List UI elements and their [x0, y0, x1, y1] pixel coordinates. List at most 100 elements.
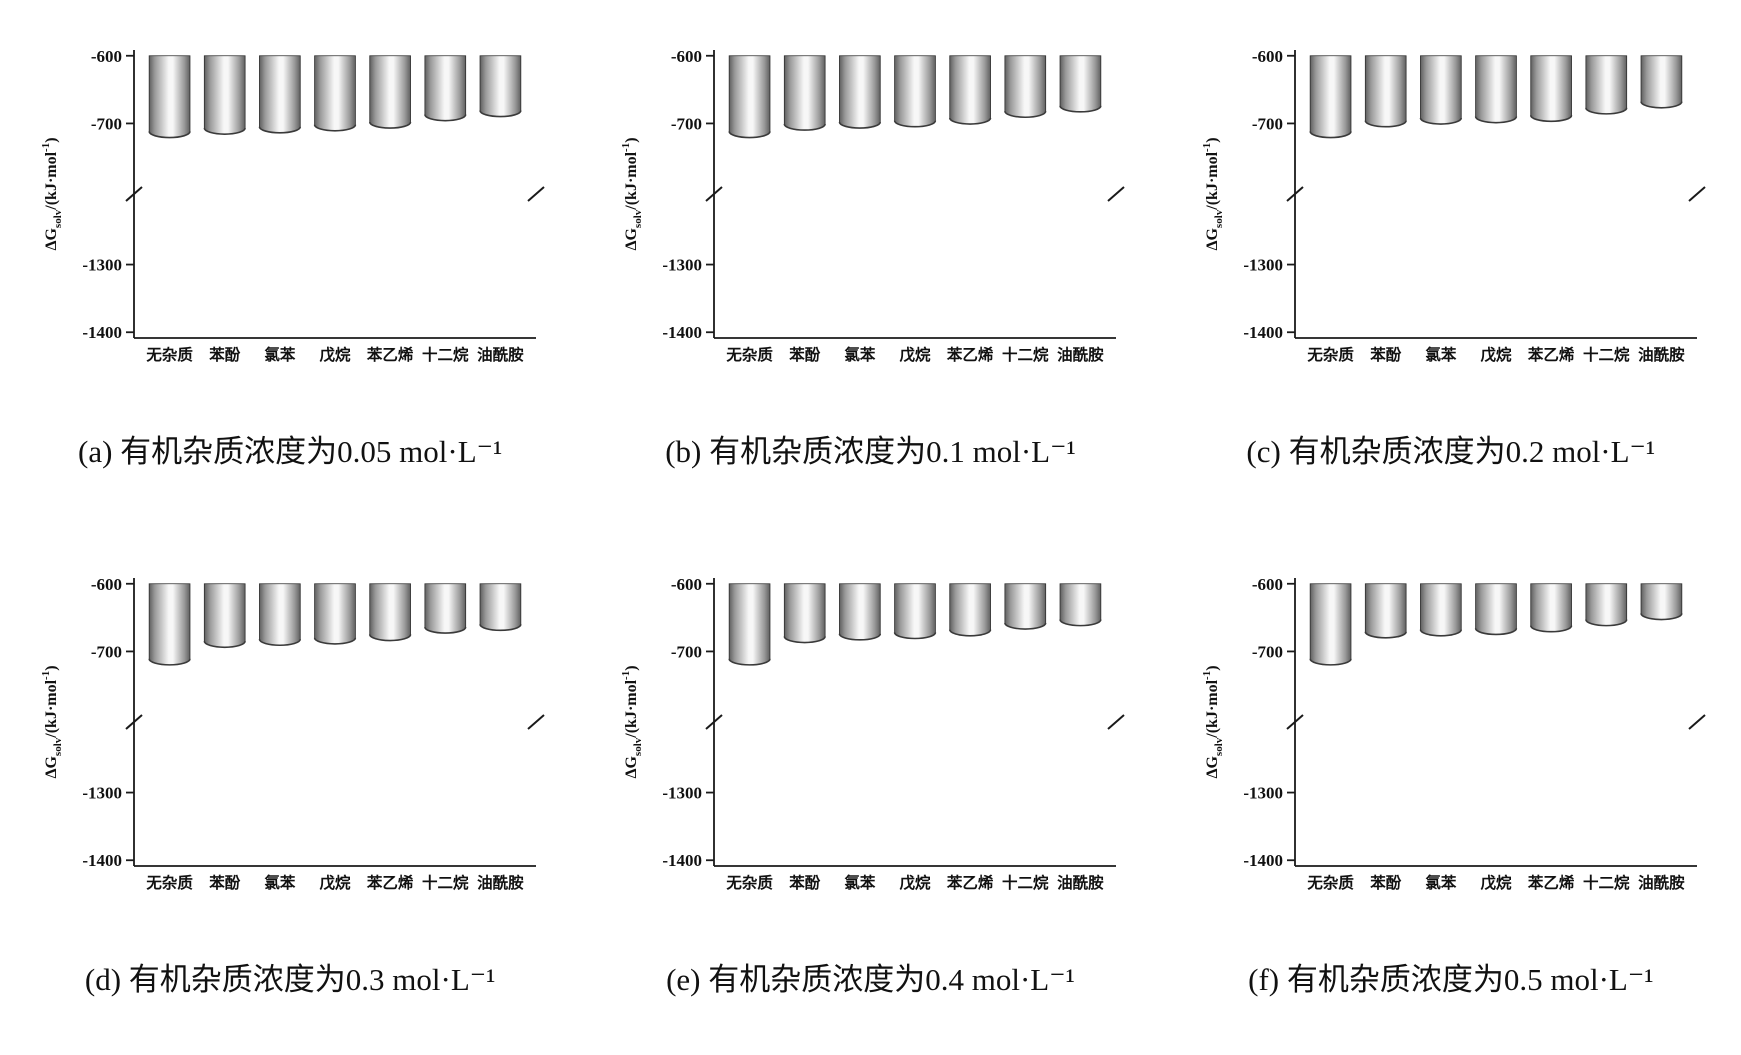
bar-body	[784, 582, 827, 643]
bar-bottom-rim	[728, 131, 772, 139]
bar-body	[1419, 55, 1462, 125]
caption-e: (e) 有机杂质浓度为0.4 mol·L⁻¹	[666, 961, 1075, 997]
x-category-label: 无杂质	[726, 345, 774, 364]
bar-十二烷	[424, 55, 467, 122]
x-category-label: 氯苯	[845, 873, 877, 892]
bar-bottom-rim	[369, 633, 412, 641]
bar-戊烷	[313, 582, 357, 645]
x-category-label: 戊烷	[900, 345, 932, 364]
bar-body	[949, 55, 992, 125]
bar-油酰胺	[1059, 55, 1103, 113]
bar-bottom-rim	[1529, 625, 1573, 633]
chart-panel-e: -600 -700 -1300 -1400 无杂质 苯酚 氯苯 戊烷 苯乙烯 十二烷 油酰胺 ΔGso…	[580, 528, 1160, 1055]
bar-bottom-rim	[1004, 622, 1047, 630]
bar-戊烷	[894, 582, 937, 639]
bar-苯酚	[783, 55, 827, 131]
axis-break-right	[1107, 713, 1126, 730]
caption-f: (f) 有机杂质浓度为0.5 mol·L⁻¹	[1248, 961, 1654, 997]
axis-break-right	[1107, 186, 1126, 202]
axis-break-left	[1286, 713, 1304, 730]
bar-苯酚	[203, 55, 247, 135]
bar-chart-b: -600 -700 -1300 -1400 无杂质 苯酚 氯苯 戊烷 苯乙烯 十二烷 油酰胺 ΔGso…	[620, 47, 1126, 364]
x-category-label: 十二烷	[1583, 345, 1630, 364]
bar-十二烷	[1584, 582, 1628, 626]
bar-bottom-rim	[148, 131, 191, 139]
x-category-label: 油酰胺	[1058, 345, 1105, 364]
bar-bottom-rim	[728, 658, 772, 666]
x-category-label: 戊烷	[1480, 873, 1512, 892]
bar-body	[204, 582, 246, 648]
bar-bottom-rim	[894, 120, 937, 128]
bar-bottom-rim	[479, 110, 522, 118]
bar-bottom-rim	[1419, 117, 1462, 125]
bar-body	[1585, 55, 1627, 115]
bar-chart-c: -600 -700 -1300 -1400 无杂质 苯酚 氯苯 戊烷 苯乙烯 十二烷 油酰胺 ΔGso…	[1201, 47, 1706, 364]
y-tick-label: -600	[91, 47, 122, 66]
bar-chart-f: -600 -700 -1300 -1400 无杂质 苯酚 氯苯 戊烷 苯乙烯 十二烷 油酰胺 ΔGso…	[1201, 574, 1706, 892]
x-category-label: 苯乙烯	[366, 873, 414, 892]
bar-bottom-rim	[839, 633, 882, 641]
bar-氯苯	[1419, 55, 1462, 125]
x-category-label: 苯酚	[208, 873, 241, 892]
bar-无杂质	[1309, 55, 1352, 139]
chart-panel-a: -600 -700 -1300 -1400 无杂质 苯酚 氯苯 戊烷 苯乙烯 十二烷 油酰胺 ΔGso…	[0, 0, 580, 528]
bar-苯酚	[1364, 582, 1407, 639]
x-category-label: 戊烷	[1480, 345, 1512, 364]
bar-bottom-rim	[839, 121, 882, 129]
bar-苯乙烯	[369, 55, 412, 129]
bar-氯苯	[258, 582, 302, 646]
chart-panel-d: -600 -700 -1300 -1400 无杂质 苯酚 氯苯 戊烷 苯乙烯 十二烷 油酰胺 ΔGso…	[0, 528, 580, 1055]
bar-body	[839, 582, 882, 640]
bar-油酰胺	[479, 582, 522, 631]
x-category-label: 无杂质	[145, 873, 193, 892]
bar-bottom-rim	[783, 123, 827, 131]
bar-bottom-rim	[258, 638, 302, 646]
bar-bottom-rim	[1474, 116, 1518, 124]
bar-body	[1060, 55, 1102, 113]
bar-bottom-rim	[1419, 629, 1462, 637]
axis-break-right	[1688, 713, 1706, 730]
bar-bottom-rim	[1584, 618, 1628, 626]
bar-bottom-rim	[1529, 115, 1573, 123]
bar-body	[259, 55, 301, 134]
y-tick-label: -1400	[663, 323, 703, 342]
y-tick-label: -700	[91, 642, 122, 661]
bar-body	[894, 55, 937, 128]
bar-bottom-rim	[203, 640, 247, 648]
bar-body	[1309, 55, 1352, 138]
bar-bottom-rim	[1309, 131, 1352, 139]
caption-a: (a) 有机杂质浓度为0.05 mol·L⁻¹	[78, 434, 503, 469]
bar-body	[1530, 582, 1572, 632]
bar-bottom-rim	[424, 626, 467, 634]
bar-油酰胺	[1640, 55, 1683, 109]
bar-无杂质	[1309, 582, 1352, 666]
y-axis-label: ΔGsolv/(kJ·mol-1)	[40, 665, 64, 778]
bar-bottom-rim	[1584, 107, 1628, 115]
bar-bottom-rim	[1059, 618, 1103, 626]
x-category-label: 无杂质	[726, 873, 774, 892]
x-category-label: 氯苯	[845, 345, 877, 364]
x-category-label: 油酰胺	[1058, 873, 1105, 892]
chart-panel-b: -600 -700 -1300 -1400 无杂质 苯酚 氯苯 戊烷 苯乙烯 十二烷 油酰胺 ΔGso…	[580, 0, 1160, 528]
bar-body	[839, 55, 882, 129]
y-tick-label: -700	[1252, 642, 1283, 661]
bar-bottom-rim	[369, 121, 412, 129]
axis-break-left	[125, 713, 143, 730]
bar-戊烷	[894, 55, 937, 128]
y-tick-label: -1400	[663, 851, 703, 870]
bar-苯乙烯	[949, 55, 992, 125]
bar-body	[1364, 582, 1407, 638]
bar-bottom-rim	[1364, 631, 1407, 639]
bar-bottom-rim	[148, 658, 191, 666]
bar-bottom-rim	[1364, 120, 1407, 128]
bar-bottom-rim	[313, 637, 357, 645]
y-tick-label: -600	[671, 47, 702, 66]
x-category-label: 戊烷	[900, 873, 932, 892]
bar-body	[148, 582, 191, 665]
y-tick-label: -1300	[1243, 783, 1283, 802]
bar-bottom-rim	[949, 629, 992, 637]
bar-body	[729, 582, 771, 665]
bar-无杂质	[148, 55, 191, 139]
x-category-label: 苯乙烯	[1527, 345, 1575, 364]
